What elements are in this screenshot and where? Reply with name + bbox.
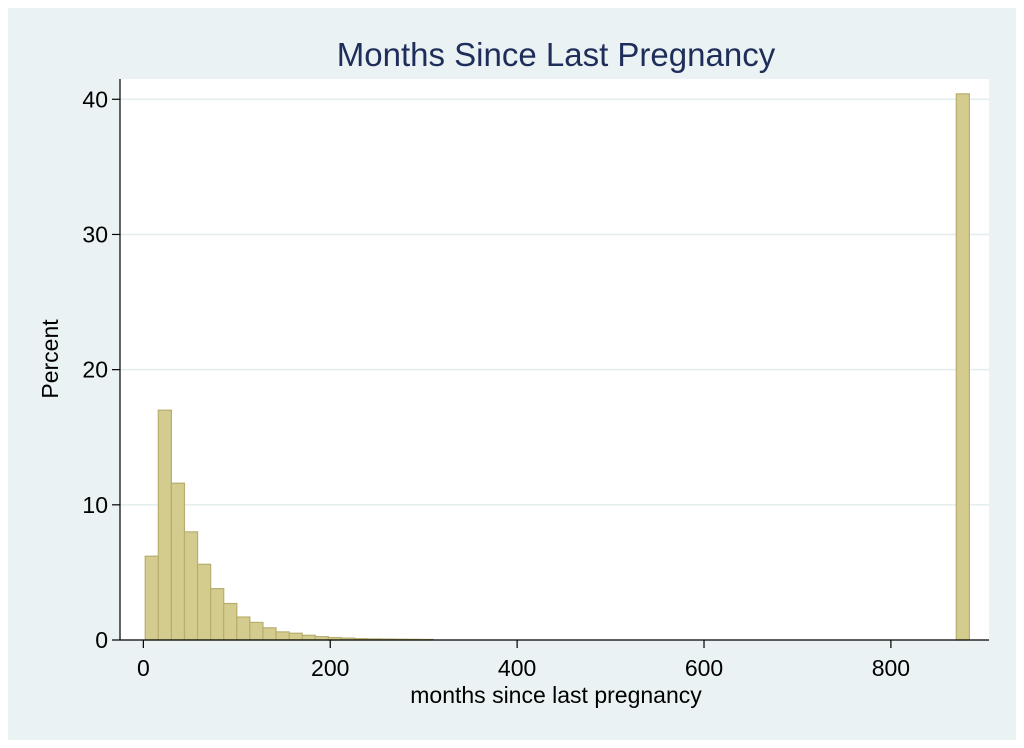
chart-title: Months Since Last Pregnancy: [337, 36, 776, 73]
x-axis-label: months since last pregnancy: [410, 682, 702, 708]
histogram-bar: [183, 531, 199, 641]
x-tick-label: 200: [311, 655, 349, 681]
axes: [119, 79, 989, 641]
histogram-bar: [236, 616, 251, 641]
grid-lines: [120, 98, 989, 506]
y-tick-label: 40: [82, 86, 108, 112]
bars: [144, 93, 970, 641]
histogram-bar: [275, 631, 290, 641]
x-tick-label: 600: [685, 655, 723, 681]
histogram-bar: [288, 632, 303, 641]
histogram-bar: [262, 627, 277, 641]
histogram-bar: [249, 621, 264, 641]
y-tick-label: 0: [95, 627, 108, 653]
histogram-bar: [210, 588, 225, 641]
y-tick-label: 20: [82, 357, 108, 383]
x-tick-label: 800: [872, 655, 910, 681]
histogram-bar: [144, 555, 159, 641]
x-ticks: 0 200 400 600 800: [137, 640, 910, 681]
y-ticks: 0 10 20 30 40: [82, 86, 120, 653]
histogram-bar: [157, 409, 172, 641]
histogram-bar: [955, 93, 970, 641]
y-tick-label: 30: [82, 221, 108, 247]
y-tick-label: 10: [82, 492, 108, 518]
x-tick-label: 400: [498, 655, 536, 681]
histogram-bar: [301, 634, 316, 641]
plot-area: [120, 79, 989, 640]
y-axis-label: Percent: [37, 319, 63, 399]
x-tick-label: 0: [137, 655, 150, 681]
histogram-bar: [223, 602, 238, 641]
histogram-bar: [196, 563, 212, 641]
histogram-bar: [170, 482, 186, 641]
